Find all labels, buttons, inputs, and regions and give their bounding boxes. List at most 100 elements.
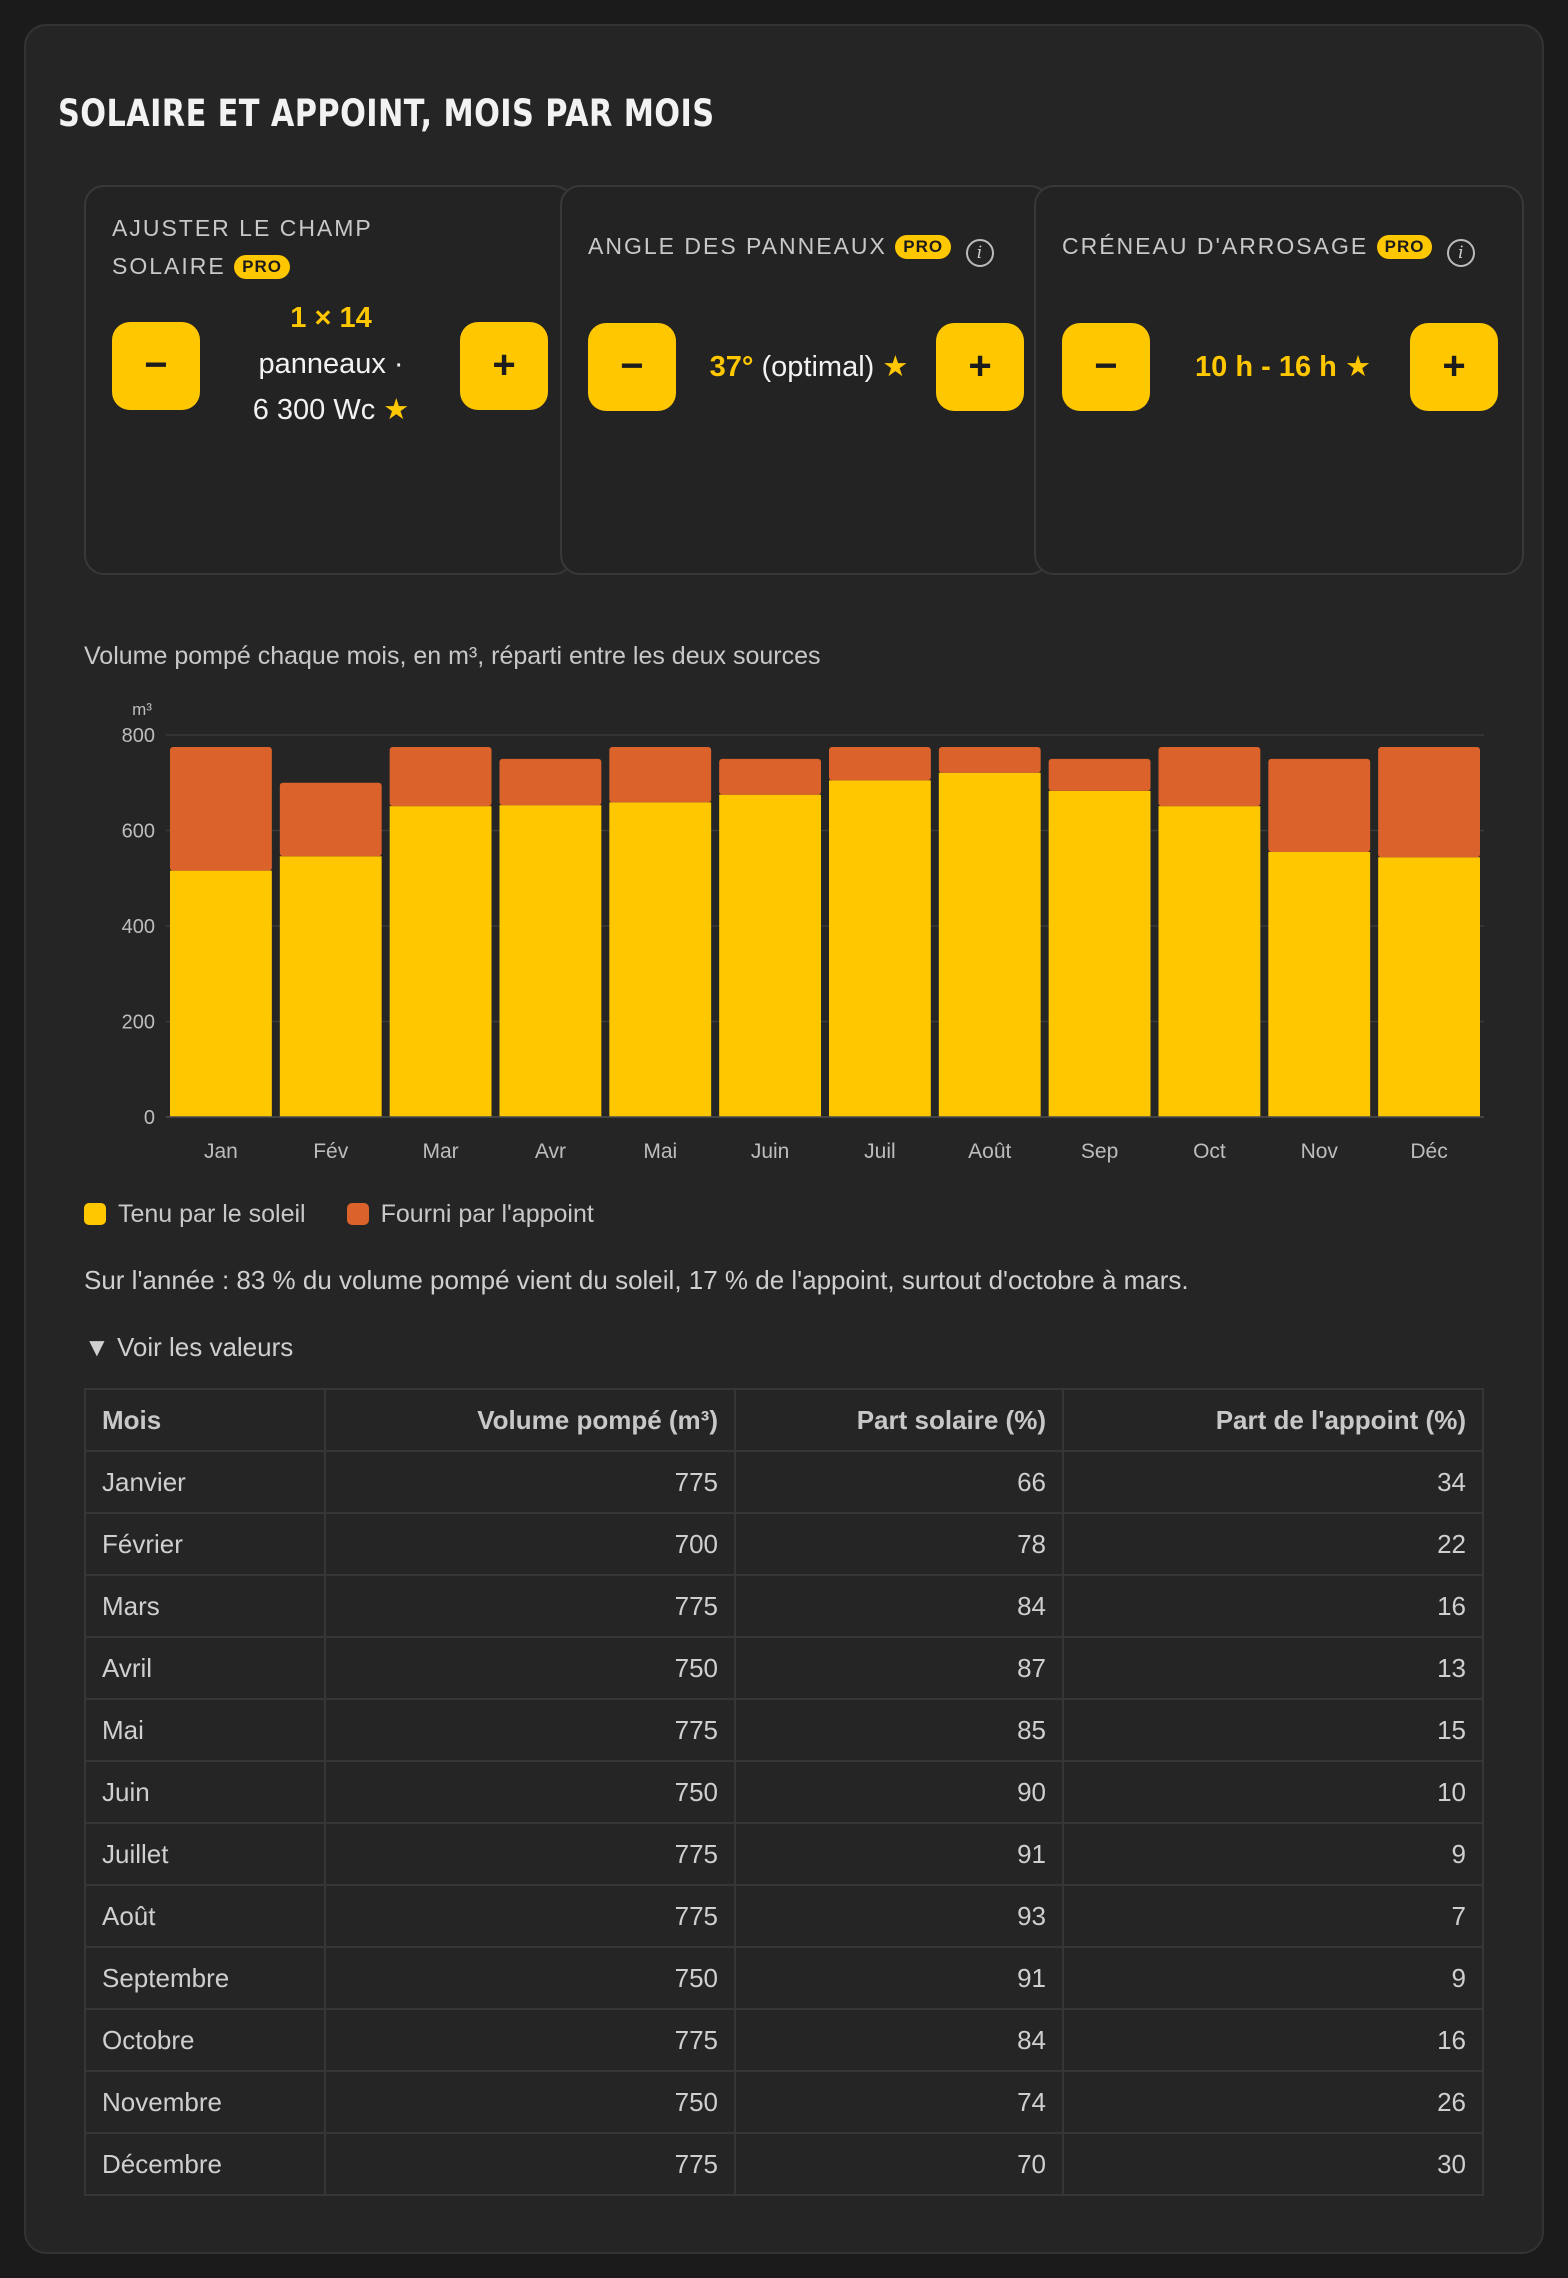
- bar-segment-backup: [609, 746, 712, 803]
- y-tick-label: 800: [122, 725, 155, 747]
- bar-segment-solar: [1158, 806, 1261, 1117]
- table-row: Novembre 750 74 26: [84, 2070, 1484, 2134]
- cell-month: Avril: [84, 1636, 326, 1700]
- y-tick-label: 600: [122, 821, 155, 843]
- x-tick-label: Fév: [313, 1140, 349, 1163]
- panel-power: 6 300 Wc ★: [216, 387, 446, 433]
- solar-field-label: AJUSTER LE CHAMP SOLAIRE PRO: [112, 209, 373, 285]
- x-tick-label: Nov: [1301, 1140, 1339, 1163]
- legend-label-backup: Fourni par l'appoint: [380, 1200, 594, 1228]
- col-header-solar-share: Part solaire (%): [734, 1388, 1064, 1452]
- x-tick-label: Août: [968, 1140, 1011, 1163]
- table-body: Janvier 775 66 34 Février 700 78 22 Mars 775 84 16 A…: [84, 1450, 1484, 2196]
- col-header-month: Mois: [84, 1388, 326, 1452]
- watering-slot-label: CRÉNEAU D'ARROSAGE PRO i: [1062, 227, 1475, 267]
- cell-solar-share: 93: [734, 1884, 1064, 1948]
- cell-volume: 775: [324, 1884, 736, 1948]
- bar-segment-backup: [938, 746, 1041, 773]
- pro-badge: PRO: [895, 235, 952, 259]
- cell-backup-share: 16: [1062, 1574, 1484, 1638]
- cell-volume: 750: [324, 2070, 736, 2134]
- panel-angle-label: ANGLE DES PANNEAUX PRO i: [588, 227, 994, 267]
- bar-segment-solar: [609, 802, 712, 1117]
- legend-item-solar: Tenu par le soleil: [84, 1200, 306, 1229]
- power-value: 6 300 Wc: [252, 394, 376, 426]
- cell-volume: 775: [324, 1450, 736, 1514]
- y-tick-label: 400: [122, 916, 155, 938]
- info-icon[interactable]: i: [965, 239, 994, 267]
- info-icon[interactable]: i: [1446, 239, 1475, 267]
- cell-solar-share: 87: [734, 1636, 1064, 1700]
- x-tick-label: Sep: [1081, 1140, 1118, 1163]
- cell-backup-share: 7: [1062, 1884, 1484, 1948]
- decrease-panels-button[interactable]: −: [112, 322, 200, 410]
- bar-segment-backup: [389, 746, 492, 807]
- cell-volume: 775: [324, 2132, 736, 2196]
- y-unit-label: m³: [132, 700, 152, 719]
- table-row: Septembre 750 91 9: [84, 1946, 1484, 2010]
- cell-month: Août: [84, 1884, 326, 1948]
- table-header-row: Mois Volume pompé (m³) Part solaire (%) …: [84, 1388, 1484, 1452]
- table-row: Décembre 775 70 30: [84, 2132, 1484, 2196]
- cell-solar-share: 91: [734, 1822, 1064, 1886]
- star-icon: ★: [383, 394, 410, 426]
- cell-month: Novembre: [84, 2070, 326, 2134]
- x-tick-label: Oct: [1193, 1140, 1226, 1163]
- cell-backup-share: 15: [1062, 1698, 1484, 1762]
- cell-volume: 750: [324, 1760, 736, 1824]
- cell-month: Octobre: [84, 2008, 326, 2072]
- col-header-backup-share: Part de l'appoint (%): [1062, 1388, 1484, 1452]
- table-row: Mai 775 85 15: [84, 1698, 1484, 1762]
- page-title: SOLAIRE ET APPOINT, MOIS PAR MOIS: [58, 92, 715, 135]
- cell-month: Mai: [84, 1698, 326, 1762]
- table-row: Juillet 775 91 9: [84, 1822, 1484, 1886]
- bar-segment-backup: [1378, 746, 1480, 858]
- bar-segment-backup: [279, 782, 382, 857]
- bar-segment-backup: [1048, 758, 1151, 791]
- cell-month: Juillet: [84, 1822, 326, 1886]
- bar-segment-solar: [938, 772, 1041, 1117]
- angle-degrees: 37°: [709, 351, 754, 383]
- watering-slot-value: 10 h - 16 h ★: [1152, 344, 1414, 390]
- values-table: Mois Volume pompé (m³) Part solaire (%) …: [84, 1388, 1484, 2196]
- slot-hours: 10 h - 16 h: [1195, 351, 1337, 383]
- increase-panels-button[interactable]: +: [460, 322, 548, 410]
- table-row: Février 700 78 22: [84, 1512, 1484, 1576]
- x-tick-label: Avr: [535, 1140, 566, 1163]
- cell-backup-share: 9: [1062, 1946, 1484, 2010]
- cell-solar-share: 84: [734, 2008, 1064, 2072]
- cell-volume: 750: [324, 1636, 736, 1700]
- cell-solar-share: 74: [734, 2070, 1064, 2134]
- show-values-toggle[interactable]: ▼ Voir les valeurs: [84, 1332, 294, 1362]
- cell-volume: 775: [324, 1698, 736, 1762]
- bar-segment-backup: [1158, 746, 1261, 807]
- increase-slot-button[interactable]: +: [1410, 323, 1498, 411]
- solar-field-label-line2: SOLAIRE: [112, 253, 226, 279]
- bar-segment-solar: [1268, 851, 1371, 1117]
- decrease-slot-button[interactable]: −: [1062, 323, 1150, 411]
- table-row: Janvier 775 66 34: [84, 1450, 1484, 1514]
- legend-swatch-solar: [84, 1203, 106, 1225]
- bar-segment-backup: [719, 758, 821, 795]
- cell-solar-share: 90: [734, 1760, 1064, 1824]
- bar-segment-solar: [829, 780, 931, 1117]
- bar-segment-solar: [499, 805, 602, 1117]
- x-tick-label: Juin: [751, 1140, 790, 1163]
- bar-segment-backup: [1268, 758, 1371, 852]
- panel-angle-label-text: ANGLE DES PANNEAUX: [588, 233, 887, 259]
- cell-solar-share: 78: [734, 1512, 1064, 1576]
- decrease-angle-button[interactable]: −: [588, 323, 676, 411]
- cell-backup-share: 26: [1062, 2070, 1484, 2134]
- solar-field-control: AJUSTER LE CHAMP SOLAIRE PRO − 1 × 14 pa…: [84, 185, 574, 575]
- cell-backup-share: 13: [1062, 1636, 1484, 1700]
- increase-angle-button[interactable]: +: [936, 323, 1024, 411]
- panel-angle-control: ANGLE DES PANNEAUX PRO i − 37° (optimal)…: [560, 185, 1050, 575]
- cell-backup-share: 30: [1062, 2132, 1484, 2196]
- y-tick-label: 200: [122, 1012, 155, 1034]
- cell-solar-share: 91: [734, 1946, 1064, 2010]
- legend-label-solar: Tenu par le soleil: [118, 1200, 306, 1228]
- x-tick-label: Juil: [864, 1140, 896, 1163]
- bar-segment-backup: [829, 746, 931, 781]
- solar-field-value: 1 × 14 panneaux · 6 300 Wc ★: [216, 295, 446, 433]
- table-row: Mars 775 84 16: [84, 1574, 1484, 1638]
